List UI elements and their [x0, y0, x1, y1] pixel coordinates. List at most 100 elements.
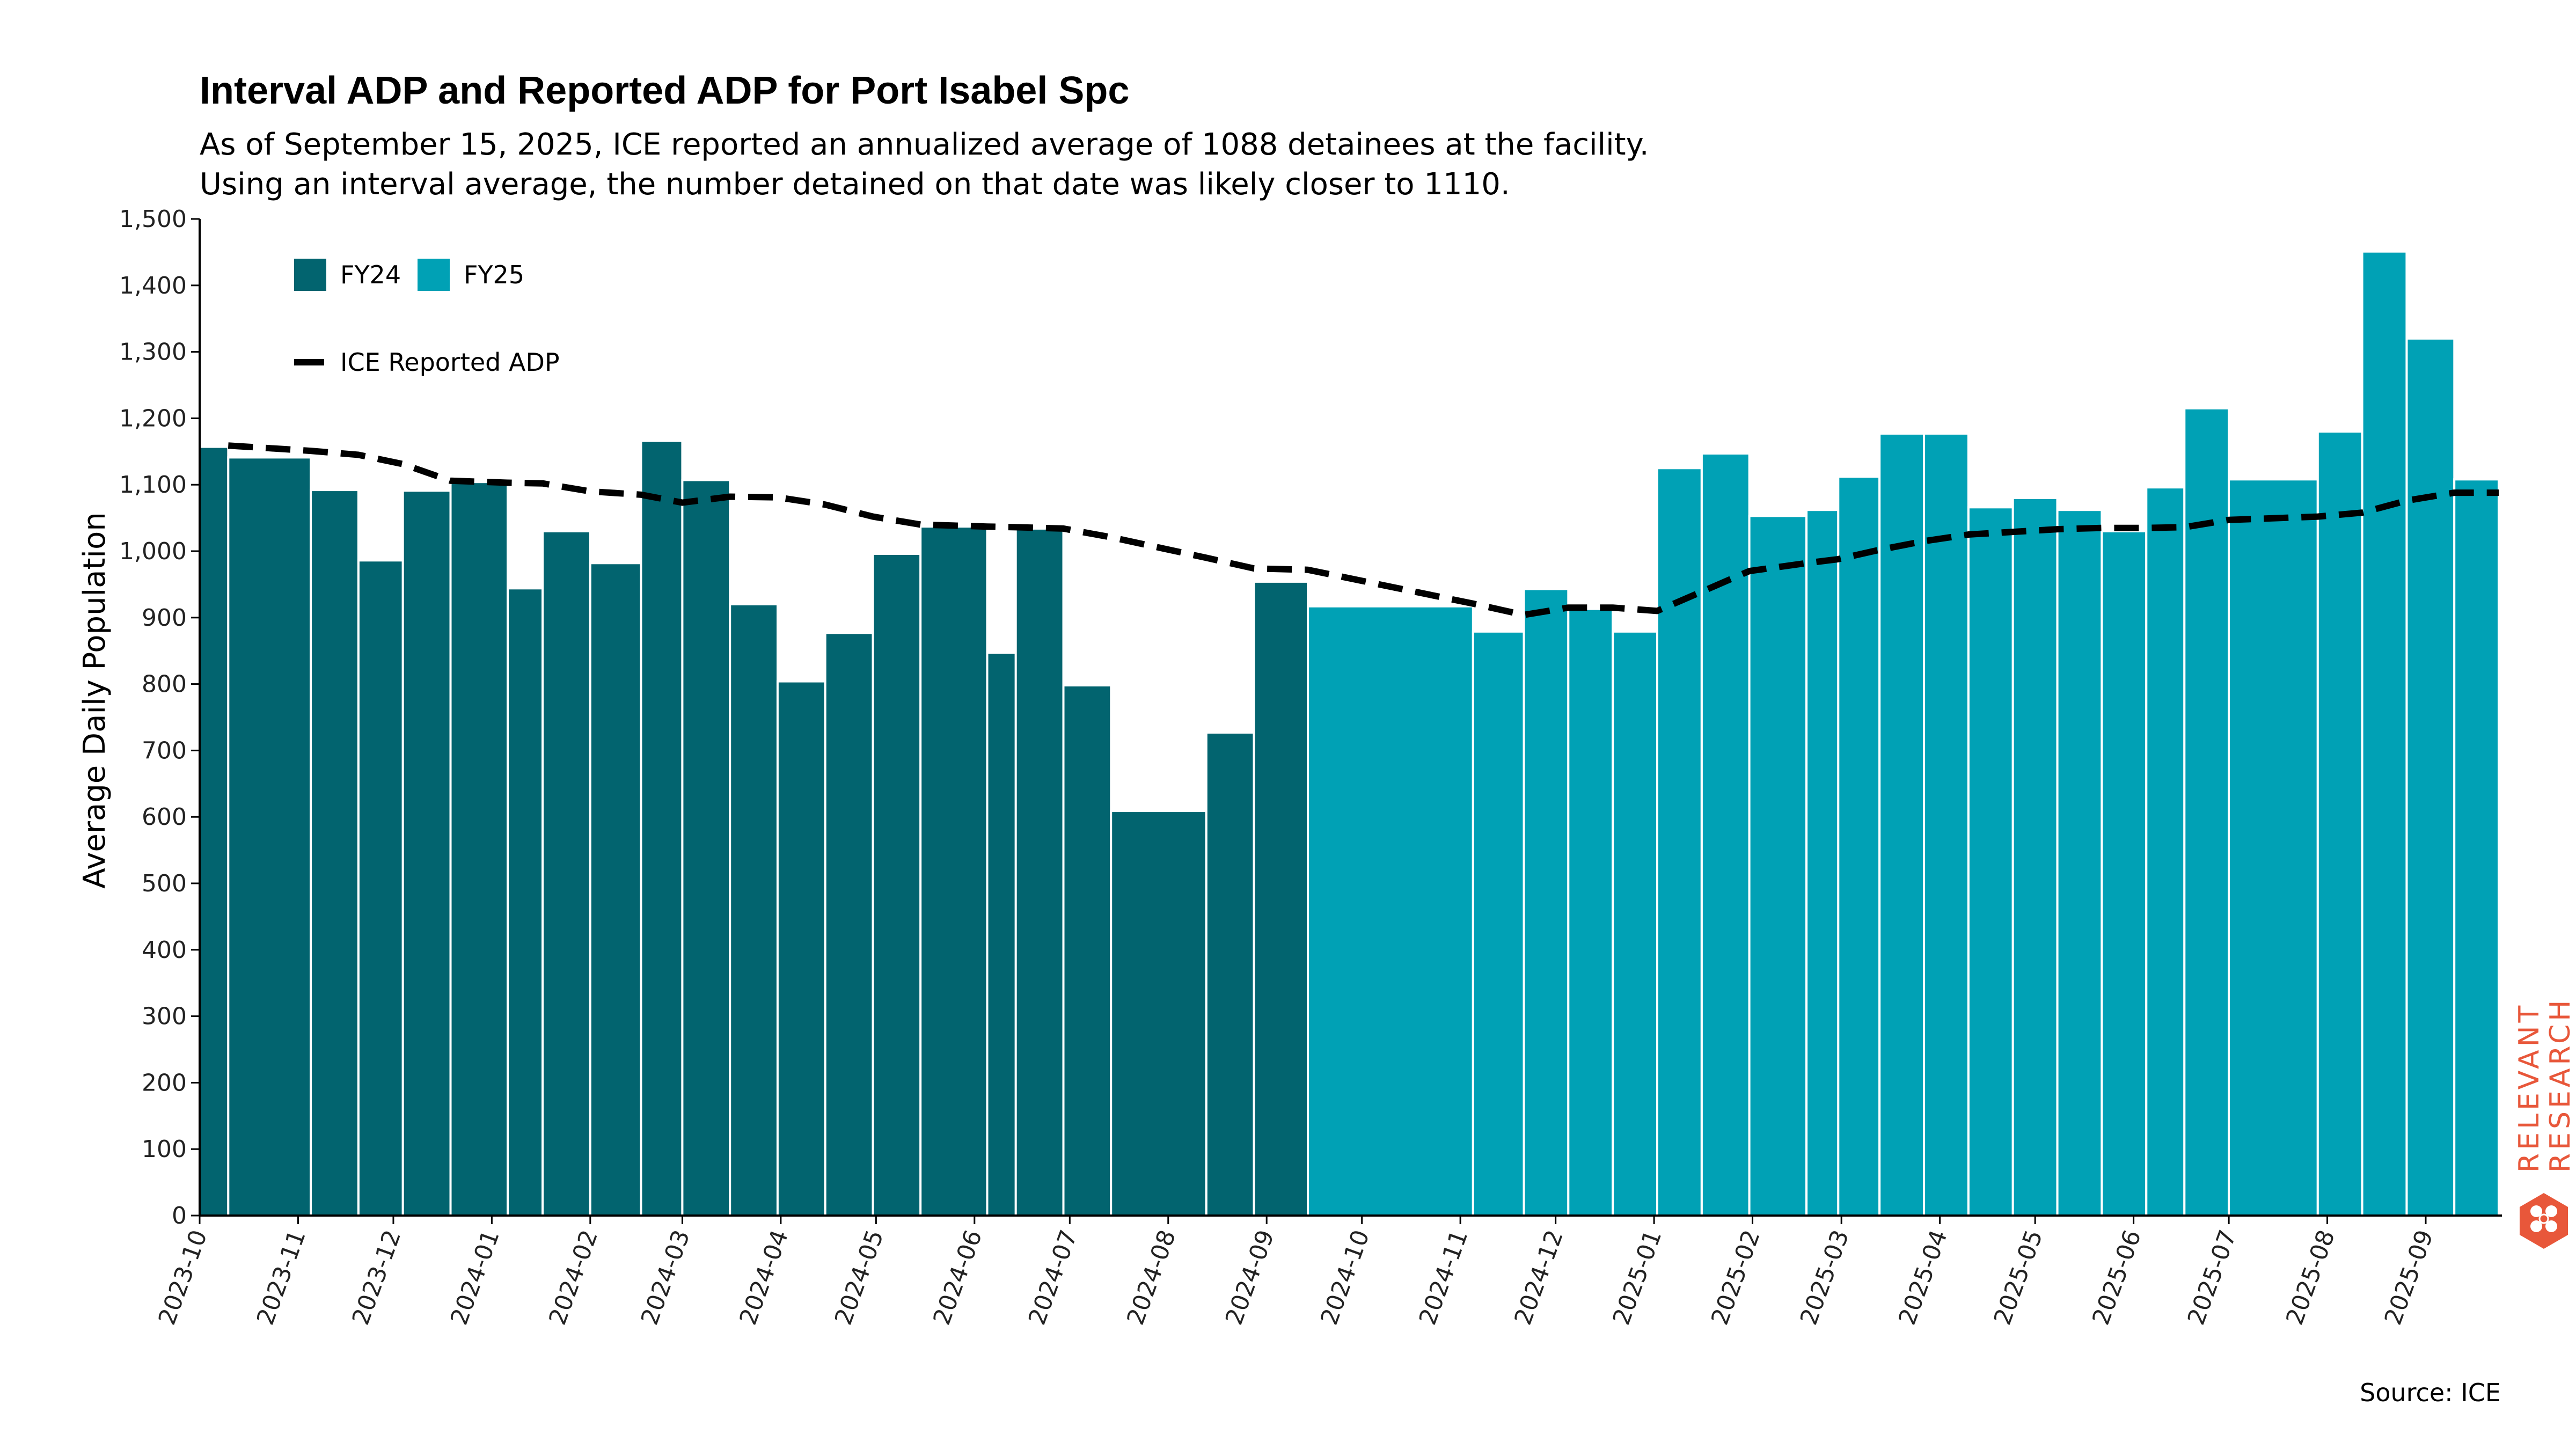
bar-fy25-26 [1612, 630, 1658, 1217]
bar-fy24-9 [640, 440, 684, 1217]
x-tick-label: 2024-12 [1509, 1226, 1569, 1328]
y-tick-label: 600 [142, 803, 187, 831]
bar-fy25-42 [2361, 250, 2408, 1217]
x-tick-label: 2025-02 [1706, 1226, 1766, 1328]
legend: FY24 FY25 ICE Reported ADP [294, 259, 560, 377]
bar-fy25-23 [1472, 630, 1525, 1217]
y-tick-label: 1,000 [119, 538, 187, 565]
x-tick-label: 2023-11 [252, 1226, 311, 1328]
y-tick-label: 900 [142, 604, 187, 632]
x-tick-label: 2024-10 [1315, 1226, 1375, 1328]
y-tick-label: 700 [142, 737, 187, 764]
legend-label-fy25: FY25 [464, 260, 524, 289]
y-axis-label: Average Daily Population [77, 512, 112, 888]
legend-label-line: ICE Reported ADP [340, 348, 560, 377]
bar-fy24-0 [199, 445, 230, 1217]
bar-fy25-29 [1748, 515, 1808, 1217]
y-tick-label: 200 [142, 1069, 187, 1096]
y-tick-label: 800 [142, 671, 187, 698]
y-tick-label: 1,100 [119, 471, 187, 499]
bar-fy25-34 [1967, 506, 2014, 1217]
x-tick-label: 2024-05 [830, 1226, 889, 1328]
bar-fy25-24 [1523, 588, 1570, 1217]
bar-fy25-37 [2101, 530, 2148, 1217]
chart-subtitle: As of September 15, 2025, ICE reported a… [200, 125, 1649, 204]
x-tick-label: 2024-07 [1023, 1226, 1083, 1328]
bars-group [199, 250, 2500, 1217]
bar-fy24-8 [589, 562, 642, 1217]
bar-fy24-12 [776, 680, 826, 1217]
y-tick-label: 1,200 [119, 405, 187, 432]
chart-title: Interval ADP and Reported ADP for Port I… [200, 69, 1130, 112]
bar-fy24-17 [1014, 527, 1065, 1217]
y-tick-label: 500 [142, 870, 187, 897]
legend-swatch-fy24 [294, 259, 326, 291]
bar-fy25-35 [2011, 497, 2059, 1217]
bar-fy25-31 [1837, 475, 1881, 1217]
bar-fy24-21 [1253, 580, 1309, 1217]
bar-fy24-4 [401, 489, 452, 1217]
y-tick-label: 1,300 [119, 339, 187, 366]
x-tick-label: 2024-01 [445, 1226, 505, 1328]
subtitle-line-2: Using an interval average, the number de… [200, 167, 1510, 202]
x-tick-label: 2024-06 [928, 1226, 987, 1328]
y-tick-label: 0 [172, 1202, 187, 1230]
bar-fy24-13 [824, 632, 874, 1217]
bar-fy24-5 [449, 481, 509, 1217]
logo-text-line2: RESEARCH [2544, 997, 2576, 1173]
logo-text-line1: RELEVANT [2513, 1002, 2545, 1173]
bar-fy24-10 [681, 479, 731, 1217]
bar-fy25-44 [2453, 478, 2500, 1217]
bar-fy24-1 [227, 456, 312, 1217]
x-tick-label: 2024-03 [636, 1226, 696, 1328]
x-tick-label: 2025-05 [1989, 1226, 2048, 1328]
bar-fy25-32 [1878, 432, 1925, 1217]
y-tick-label: 100 [142, 1136, 187, 1163]
x-tick-label: 2025-09 [2380, 1226, 2439, 1328]
bar-fy24-14 [872, 553, 922, 1217]
x-tick-label: 2024-08 [1122, 1226, 1181, 1328]
x-tick-label: 2025-04 [1893, 1226, 1953, 1328]
bar-fy24-3 [357, 559, 404, 1217]
bar-fy25-38 [2145, 486, 2186, 1217]
source-note: Source: ICE [2360, 1378, 2501, 1407]
bar-fy25-43 [2405, 337, 2456, 1217]
legend-label-fy24: FY24 [340, 260, 401, 289]
x-tick-label: 2025-03 [1795, 1226, 1855, 1328]
y-tick-label: 300 [142, 1003, 187, 1030]
bar-fy25-27 [1656, 467, 1703, 1217]
x-tick-label: 2024-11 [1414, 1226, 1474, 1328]
bar-fy24-6 [507, 587, 544, 1217]
x-tick-label: 2023-10 [153, 1226, 213, 1328]
x-tick-label: 2024-09 [1220, 1226, 1280, 1328]
bar-fy25-40 [2228, 478, 2319, 1217]
bar-fy25-30 [1805, 509, 1840, 1217]
bar-fy24-2 [310, 489, 360, 1217]
bar-fy24-19 [1110, 810, 1208, 1217]
x-tick-label: 2024-02 [544, 1226, 603, 1328]
legend-swatch-fy25 [418, 259, 450, 291]
subtitle-line-1: As of September 15, 2025, ICE reported a… [200, 127, 1649, 162]
bar-fy25-33 [1923, 432, 1970, 1217]
bar-fy25-41 [2316, 430, 2363, 1217]
y-tick-label: 1,500 [119, 206, 187, 233]
logo-hexagon-icon [2520, 1193, 2568, 1249]
bar-fy24-20 [1205, 731, 1255, 1217]
bar-fy24-16 [986, 652, 1017, 1217]
relevant-research-logo: RELEVANT RESEARCH [2513, 997, 2576, 1249]
bar-fy25-22 [1307, 605, 1474, 1217]
bar-fy25-25 [1567, 608, 1614, 1217]
x-tick-label: 2025-06 [2087, 1226, 2147, 1328]
ice-reported-adp-line [228, 442, 2499, 618]
x-tick-label: 2024-04 [734, 1226, 794, 1328]
x-tick-label: 2025-01 [1608, 1226, 1667, 1328]
bar-fy24-7 [541, 530, 591, 1217]
x-tick-label: 2025-07 [2183, 1226, 2242, 1328]
x-tick-label: 2023-12 [347, 1226, 407, 1328]
y-tick-label: 400 [142, 936, 187, 964]
bar-fy25-36 [2056, 509, 2103, 1217]
x-tick-label: 2025-08 [2281, 1226, 2340, 1328]
bar-fy24-11 [729, 603, 779, 1217]
bar-fy24-18 [1062, 684, 1113, 1217]
